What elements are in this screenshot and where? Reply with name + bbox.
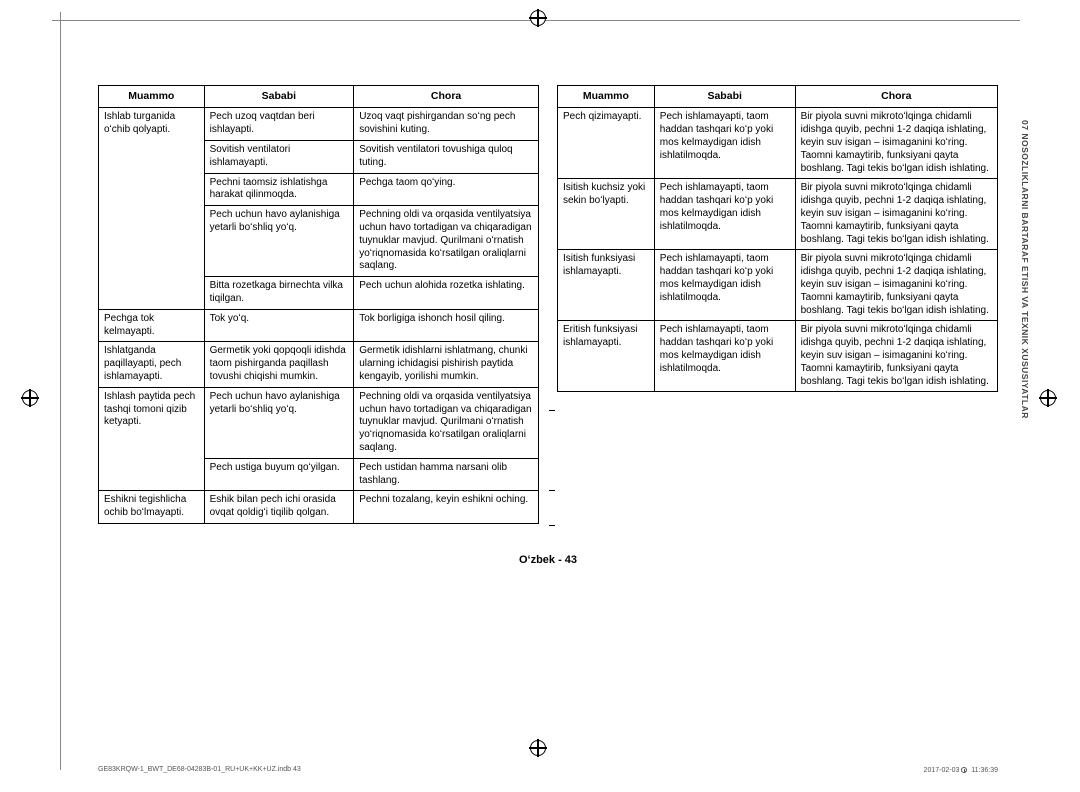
cell-sababi: Germetik yoki qopqoqli idishda taom pish… [204, 342, 354, 387]
table-row: Ishlab turganida oʻchib qolyapti.Pech uz… [99, 108, 539, 141]
cell-chora: Bir piyola suvni mikrotoʻlqinga chidamli… [795, 179, 997, 250]
cell-sababi: Pech uchun havo aylanishiga yetarli boʻs… [204, 387, 354, 458]
col-header-muammo: Muammo [558, 86, 655, 108]
cell-muammo: Ishlatganda paqillayapti, pech ishlamaya… [99, 342, 205, 387]
cell-muammo: Ishlash paytida pech tashqi tomoni qizib… [99, 387, 205, 491]
imprint-filename: GE83KRQW-1_BWT_DE68-04283B-01_RU+UK+KK+U… [98, 766, 301, 774]
col-header-sababi: Sababi [204, 86, 354, 108]
cell-muammo: Isitish funksiyasi ishlamayapti. [558, 250, 655, 321]
col-header-sababi: Sababi [654, 86, 795, 108]
cell-muammo: Isitish kuchsiz yoki sekin boʻlyapti. [558, 179, 655, 250]
cell-sababi: Sovitish ventilatori ishlamayapti. [204, 141, 354, 174]
cell-sababi: Pech ishlamayapti, taom haddan tashqari … [654, 250, 795, 321]
imprint-timestamp: 2017-02-03 11:36:39 [924, 766, 998, 774]
table-row: Eritish funksiyasi ishlamayapti.Pech ish… [558, 321, 998, 392]
troubleshooting-table-left: Muammo Sababi Chora Ishlab turganida oʻc… [98, 85, 539, 524]
registration-mark-icon [1040, 390, 1056, 406]
cell-muammo: Eritish funksiyasi ishlamayapti. [558, 321, 655, 392]
cell-sababi: Pechni taomsiz ishlatishga harakat qilin… [204, 173, 354, 206]
table-row: Eshikni tegishlicha ochib boʻlmayapti.Es… [99, 491, 539, 524]
cell-chora: Bir piyola suvni mikrotoʻlqinga chidamli… [795, 250, 997, 321]
cell-sababi: Eshik bilan pech ichi orasida ovqat qold… [204, 491, 354, 524]
table-row: Ishlash paytida pech tashqi tomoni qizib… [99, 387, 539, 458]
table-row: Isitish kuchsiz yoki sekin boʻlyapti.Pec… [558, 179, 998, 250]
cell-chora: Pechga taom qoʻying. [354, 173, 539, 206]
table-row: Isitish funksiyasi ishlamayapti.Pech ish… [558, 250, 998, 321]
cell-sababi: Tok yoʻq. [204, 309, 354, 342]
cell-chora: Bir piyola suvni mikrotoʻlqinga chidamli… [795, 321, 997, 392]
table-row: Pech qizimayapti.Pech ishlamayapti, taom… [558, 108, 998, 179]
cell-chora: Sovitish ventilatori tovushiga quloq tut… [354, 141, 539, 174]
table-row: Ishlatganda paqillayapti, pech ishlamaya… [99, 342, 539, 387]
cell-sababi: Pech ishlamayapti, taom haddan tashqari … [654, 179, 795, 250]
registration-mark-icon [530, 740, 546, 756]
document-imprint-footer: GE83KRQW-1_BWT_DE68-04283B-01_RU+UK+KK+U… [98, 766, 998, 774]
registration-mark-icon [22, 390, 38, 406]
table-row: Pechga tok kelmayapti.Tok yoʻq.Tok borli… [99, 309, 539, 342]
col-header-muammo: Muammo [99, 86, 205, 108]
page-number-footer: Oʻzbek - 43 [98, 554, 998, 566]
cell-chora: Pechning oldi va orqasida ventilyatsiya … [354, 387, 539, 458]
cell-sababi: Pech ustiga buyum qoʻyilgan. [204, 458, 354, 491]
cell-chora: Pechni tozalang, keyin eshikni oching. [354, 491, 539, 524]
cell-chora: Pech uchun alohida rozetka ishlating. [354, 277, 539, 310]
registration-mark-icon [530, 10, 546, 26]
crop-mark-icon [60, 20, 74, 34]
section-side-label: 07 NOSOZLIKLARNI BARTARAF ETISH VA TEXNI… [1020, 120, 1030, 419]
col-header-chora: Chora [795, 86, 997, 108]
cell-chora: Pechning oldi va orqasida ventilyatsiya … [354, 206, 539, 277]
clock-icon [961, 767, 967, 773]
right-column: Muammo Sababi Chora Pech qizimayapti.Pec… [557, 85, 998, 524]
cell-sababi: Pech ishlamayapti, taom haddan tashqari … [654, 321, 795, 392]
cell-sababi: Pech uchun havo aylanishiga yetarli boʻs… [204, 206, 354, 277]
cell-sababi: Pech uzoq vaqtdan beri ishlayapti. [204, 108, 354, 141]
left-column: Muammo Sababi Chora Ishlab turganida oʻc… [98, 85, 539, 524]
cell-chora: Bir piyola suvni mikrotoʻlqinga chidamli… [795, 108, 997, 179]
page-content: Muammo Sababi Chora Ishlab turganida oʻc… [98, 85, 998, 566]
cell-chora: Uzoq vaqt pishirgandan soʻng pech sovish… [354, 108, 539, 141]
cell-muammo: Pechga tok kelmayapti. [99, 309, 205, 342]
cell-chora: Pech ustidan hamma narsani olib tashlang… [354, 458, 539, 491]
cell-muammo: Ishlab turganida oʻchib qolyapti. [99, 108, 205, 309]
cell-muammo: Pech qizimayapti. [558, 108, 655, 179]
cell-sababi: Pech ishlamayapti, taom haddan tashqari … [654, 108, 795, 179]
table-header-row: Muammo Sababi Chora [99, 86, 539, 108]
cell-muammo: Eshikni tegishlicha ochib boʻlmayapti. [99, 491, 205, 524]
cell-sababi: Bitta rozetkaga birnechta vilka tiqilgan… [204, 277, 354, 310]
table-header-row: Muammo Sababi Chora [558, 86, 998, 108]
troubleshooting-table-right: Muammo Sababi Chora Pech qizimayapti.Pec… [557, 85, 998, 392]
cell-chora: Germetik idishlarni ishlatmang, chunki u… [354, 342, 539, 387]
col-header-chora: Chora [354, 86, 539, 108]
cell-chora: Tok borligiga ishonch hosil qiling. [354, 309, 539, 342]
